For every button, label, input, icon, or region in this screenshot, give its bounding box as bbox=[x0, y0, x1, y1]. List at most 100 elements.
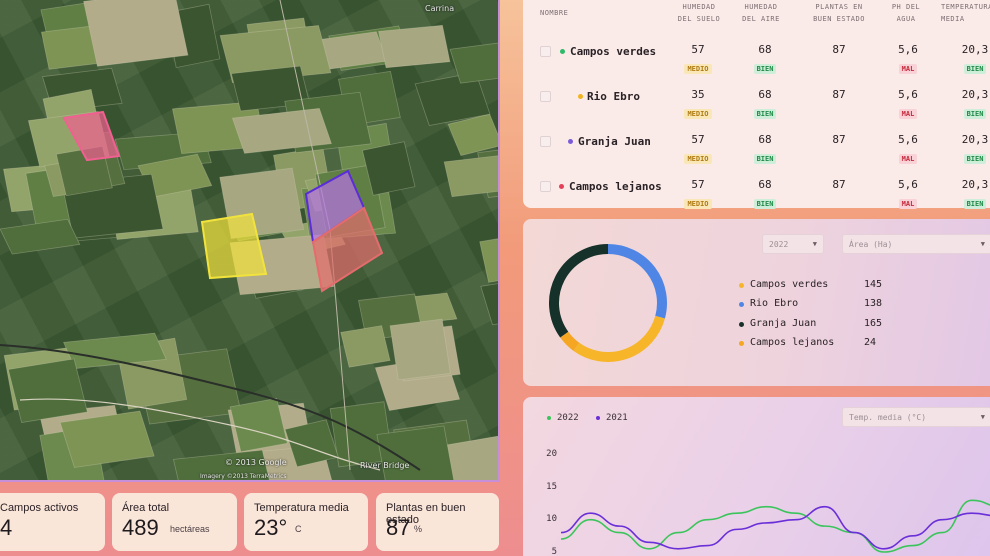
map-imagery-credit: Imagery ©2013 TerraMetrics bbox=[200, 473, 287, 480]
line-series-2021 bbox=[561, 505, 990, 550]
field-rio-ebro[interactable] bbox=[311, 206, 384, 293]
donut-slice-campos-lejanos[interactable] bbox=[560, 331, 580, 351]
legend-color-dot bbox=[739, 283, 744, 288]
cell-avg-temperature: 20,3 BIEN bbox=[945, 178, 990, 210]
status-badge: BIEN bbox=[963, 109, 987, 119]
stat-card-avg-temperature: Temperatura media 23° C bbox=[244, 493, 368, 551]
map-field-patch bbox=[389, 318, 451, 381]
cell-value: 68 bbox=[758, 88, 772, 101]
cell-soil-humidity: 57 MEDIO bbox=[668, 133, 728, 165]
cell-water-ph: 5,6 MAL bbox=[878, 43, 938, 75]
column-header-avg-temperature: TEMPERATURA MEDIA bbox=[941, 1, 990, 25]
row-name: Campos verdes bbox=[570, 45, 657, 58]
header-line: HUMEDAD bbox=[682, 3, 716, 11]
legend-value: 138 bbox=[864, 298, 883, 309]
map-field-patch bbox=[443, 155, 498, 198]
fields-table-panel: NOMBRE HUMEDAD DEL SUELO HUMEDAD DEL AIR… bbox=[523, 0, 990, 209]
map-field-patch bbox=[172, 449, 270, 480]
cell-value: 20,3 bbox=[961, 88, 989, 101]
field-campos-verdes[interactable] bbox=[200, 212, 268, 280]
line-metric-select[interactable]: Temp. media (°C) ▼ bbox=[842, 407, 990, 427]
row-checkbox[interactable] bbox=[540, 46, 551, 57]
metric-select[interactable]: Área (Ha) ▼ bbox=[842, 234, 990, 254]
map-field-patch bbox=[449, 42, 498, 84]
donut-slice-campos-verdes[interactable] bbox=[573, 315, 665, 362]
field-campos-lejanos[interactable] bbox=[62, 110, 121, 162]
legend-value: 24 bbox=[864, 337, 877, 348]
header-line: PLANTAS EN bbox=[815, 3, 863, 11]
year-select[interactable]: 2022 ▼ bbox=[762, 234, 824, 254]
status-badge: MAL bbox=[898, 199, 918, 209]
cell-avg-temperature: 20,3 BIEN bbox=[945, 43, 990, 75]
line-series-2022 bbox=[561, 499, 990, 553]
cell-healthy-plants: 87 bbox=[809, 43, 869, 56]
row-checkbox[interactable] bbox=[540, 91, 551, 102]
cell-value: 68 bbox=[758, 43, 772, 56]
cell-value: 87 bbox=[832, 43, 846, 56]
legend-value: 165 bbox=[864, 318, 883, 329]
cell-value: 20,3 bbox=[961, 178, 989, 191]
status-badge: BIEN bbox=[753, 154, 777, 164]
status-badge: MEDIO bbox=[684, 154, 712, 164]
donut-chart bbox=[549, 244, 667, 362]
cell-water-ph: 5,6 MAL bbox=[878, 133, 938, 165]
status-badge: MEDIO bbox=[684, 64, 712, 74]
stat-unit: % bbox=[414, 524, 423, 534]
row-color-dot bbox=[560, 49, 565, 54]
column-header-name: NOMBRE bbox=[540, 9, 569, 17]
legend-color-dot bbox=[547, 415, 551, 420]
map-field-patch bbox=[480, 283, 498, 326]
row-name: Campos lejanos bbox=[569, 180, 662, 193]
table-row[interactable]: Rio Ebro 35 MEDIO 68 BIEN 87 5,6 MAL 20,3 BI… bbox=[523, 88, 990, 128]
row-checkbox[interactable] bbox=[540, 181, 551, 192]
cell-value: 5,6 bbox=[898, 43, 918, 56]
cell-air-humidity: 68 BIEN bbox=[735, 133, 795, 165]
header-line: HUMEDAD bbox=[744, 3, 778, 11]
line-chart bbox=[561, 499, 990, 553]
donut-slice-granja-juan[interactable] bbox=[549, 244, 609, 338]
map-field-patch bbox=[0, 218, 81, 255]
cell-avg-temperature: 20,3 BIEN bbox=[945, 88, 990, 120]
stat-card-total-area: Área total 489 hectáreas bbox=[112, 493, 237, 551]
row-checkbox[interactable] bbox=[540, 136, 551, 147]
metric-select-value: Área (Ha) bbox=[849, 240, 893, 249]
legend-color-dot bbox=[739, 341, 744, 346]
cell-healthy-plants: 87 bbox=[809, 133, 869, 146]
cell-value: 5,6 bbox=[898, 88, 918, 101]
cell-value: 20,3 bbox=[961, 133, 989, 146]
legend-label: Rio Ebro bbox=[750, 298, 799, 309]
table-row[interactable]: Campos lejanos 57 MEDIO 68 BIEN 87 5,6 MAL … bbox=[523, 178, 990, 218]
chevron-down-icon: ▼ bbox=[980, 413, 985, 421]
column-header-soil-humidity: HUMEDAD DEL SUELO bbox=[671, 1, 727, 25]
map-field-patch bbox=[447, 113, 498, 156]
stat-unit: C bbox=[295, 524, 302, 534]
map-field-patch bbox=[340, 325, 391, 368]
map-field-patch bbox=[59, 410, 155, 468]
cell-soil-humidity: 57 MEDIO bbox=[668, 43, 728, 75]
table-row[interactable]: Campos verdes 57 MEDIO 68 BIEN 87 5,6 MAL 2… bbox=[523, 43, 990, 83]
legend-color-dot bbox=[739, 302, 744, 307]
map-field-patch bbox=[219, 25, 332, 84]
legend-label: Campos lejanos bbox=[750, 337, 835, 348]
legend-color-dot bbox=[739, 322, 744, 327]
cell-value: 87 bbox=[832, 88, 846, 101]
donut-slice-rio-ebro[interactable] bbox=[607, 244, 667, 319]
header-line: TEMPERATURA bbox=[941, 3, 990, 11]
cell-air-humidity: 68 BIEN bbox=[735, 178, 795, 210]
area-donut-panel: 2022 ▼ Área (Ha) ▼ Campos verdes 145 Rio… bbox=[523, 219, 990, 386]
status-badge: BIEN bbox=[963, 199, 987, 209]
stat-card-healthy-plants: Plantas en buen estado 87 % bbox=[376, 493, 499, 551]
header-line: DEL AIRE bbox=[742, 15, 780, 23]
y-tick-label: 10 bbox=[546, 514, 557, 524]
cell-air-humidity: 68 BIEN bbox=[735, 43, 795, 75]
cell-value: 35 bbox=[691, 88, 705, 101]
table-row[interactable]: Granja Juan 57 MEDIO 68 BIEN 87 5,6 MAL 20,… bbox=[523, 133, 990, 173]
cell-value: 57 bbox=[691, 133, 705, 146]
cell-value: 57 bbox=[691, 178, 705, 191]
satellite-map[interactable]: Carrina © 2013 Google River Bridge Image… bbox=[0, 0, 500, 482]
map-field-patch bbox=[361, 141, 416, 196]
cell-value: 5,6 bbox=[898, 178, 918, 191]
legend-label: Campos verdes bbox=[750, 279, 829, 290]
status-badge: BIEN bbox=[963, 64, 987, 74]
map-field-patch bbox=[231, 107, 332, 154]
